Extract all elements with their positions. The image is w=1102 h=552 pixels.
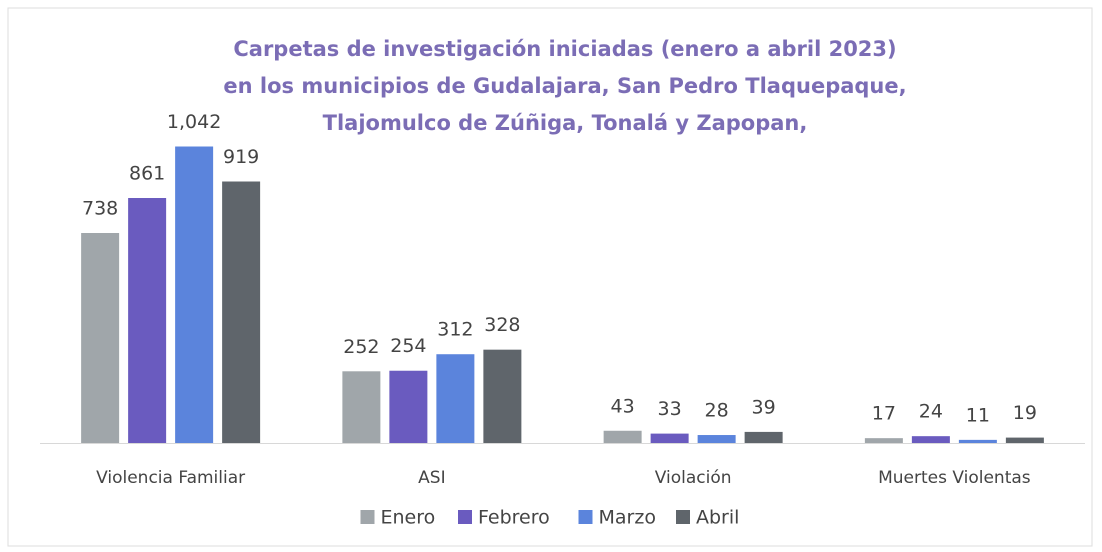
value-label: 919 bbox=[223, 146, 259, 168]
legend-label: Febrero bbox=[478, 507, 550, 529]
bar bbox=[744, 431, 783, 443]
value-label: 24 bbox=[919, 401, 943, 423]
bar bbox=[175, 146, 214, 443]
legend-swatch bbox=[458, 510, 472, 524]
legend-swatch bbox=[676, 510, 690, 524]
bar bbox=[697, 435, 736, 443]
value-label: 252 bbox=[343, 336, 379, 358]
chart-title: Carpetas de investigación iniciadas (ene… bbox=[233, 37, 896, 61]
value-label: 328 bbox=[484, 314, 520, 336]
bar bbox=[864, 438, 903, 443]
bar bbox=[1005, 437, 1044, 443]
value-label: 312 bbox=[437, 319, 473, 341]
chart-title: Tlajomulco de Zúñiga, Tonalá y Zapopan, bbox=[323, 111, 808, 135]
x-tick-label: Violación bbox=[655, 468, 732, 488]
x-tick-label: ASI bbox=[418, 468, 445, 488]
value-label: 11 bbox=[966, 404, 990, 426]
bar bbox=[389, 370, 428, 443]
bar bbox=[483, 349, 522, 443]
chart-title: en los municipios de Gudalajara, San Ped… bbox=[223, 74, 906, 98]
legend-label: Marzo bbox=[599, 507, 656, 529]
value-label: 33 bbox=[658, 398, 682, 420]
bar bbox=[436, 354, 475, 443]
value-label: 254 bbox=[390, 335, 426, 357]
legend-label: Abril bbox=[696, 507, 739, 529]
value-label: 28 bbox=[705, 400, 729, 422]
value-label: 43 bbox=[611, 395, 635, 417]
bar bbox=[222, 181, 261, 443]
legend-swatch bbox=[360, 510, 375, 524]
value-label: 738 bbox=[82, 198, 118, 220]
value-label: 861 bbox=[129, 163, 165, 185]
value-label: 1,042 bbox=[167, 111, 221, 133]
value-label: 17 bbox=[872, 403, 896, 425]
bar bbox=[650, 433, 689, 443]
bar bbox=[128, 198, 167, 443]
bar bbox=[603, 430, 642, 443]
bar bbox=[81, 233, 120, 443]
bar bbox=[958, 439, 997, 443]
bar bbox=[911, 436, 950, 443]
x-tick-label: Violencia Familiar bbox=[96, 468, 245, 488]
value-label: 39 bbox=[752, 396, 776, 418]
legend-swatch bbox=[578, 510, 593, 524]
legend-label: Enero bbox=[381, 507, 436, 529]
value-label: 19 bbox=[1013, 402, 1037, 424]
x-tick-label: Muertes Violentas bbox=[878, 468, 1031, 488]
bar bbox=[342, 371, 381, 443]
